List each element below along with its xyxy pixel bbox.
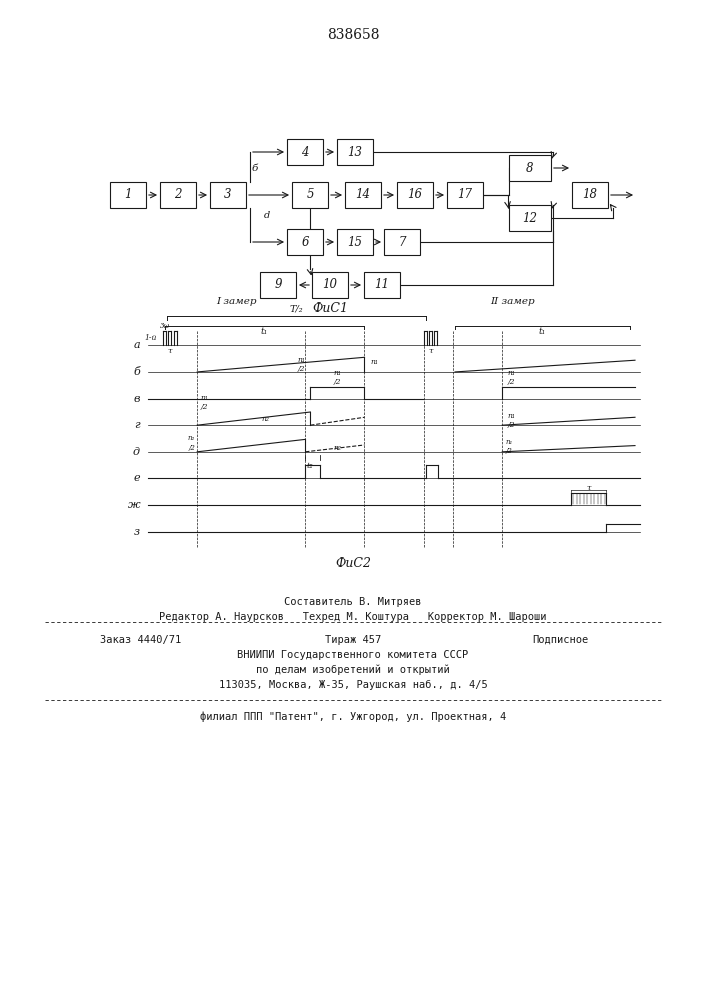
Text: г: г [134, 420, 140, 430]
Text: б: б [133, 367, 140, 377]
Text: 13: 13 [348, 145, 363, 158]
Bar [287, 229, 323, 255]
Text: 12: 12 [522, 212, 537, 225]
Text: Тираж 457: Тираж 457 [325, 635, 381, 645]
Text: 838658: 838658 [327, 28, 379, 42]
Bar [509, 155, 551, 181]
Text: з: з [134, 527, 140, 537]
Text: 9: 9 [274, 278, 282, 292]
Text: Заказ 4440/71: Заказ 4440/71 [100, 635, 181, 645]
Text: 15: 15 [348, 235, 363, 248]
Text: Редактор А. Наурсков   Техред М. Коштура   Корректор М. Шароши: Редактор А. Наурсков Техред М. Коштура К… [159, 612, 547, 622]
Text: 16: 16 [407, 188, 423, 202]
Text: 2: 2 [174, 188, 182, 202]
Text: n₂: n₂ [334, 444, 341, 452]
Text: n₁
/2: n₁ /2 [506, 438, 513, 455]
Text: n₁
/2: n₁ /2 [507, 412, 515, 429]
Bar [260, 272, 296, 298]
Bar [572, 182, 608, 208]
Text: Составитель В. Митряев: Составитель В. Митряев [284, 597, 422, 607]
Text: филиал ППП "Патент", г. Ужгород, ул. Проектная, 4: филиал ППП "Патент", г. Ужгород, ул. Про… [200, 712, 506, 722]
Bar [509, 205, 551, 231]
Text: 7: 7 [398, 235, 406, 248]
Text: t₁: t₁ [539, 327, 546, 336]
Bar [345, 182, 381, 208]
Text: ФиС2: ФиС2 [335, 557, 371, 570]
Bar [160, 182, 196, 208]
Text: n₁
/2: n₁ /2 [334, 369, 341, 386]
Text: n₁
/2: n₁ /2 [507, 369, 515, 386]
Text: n₂: n₂ [262, 415, 269, 423]
Text: 8: 8 [526, 161, 534, 174]
Text: n₁
/2: n₁ /2 [200, 394, 208, 411]
Bar [210, 182, 246, 208]
Text: I замер: I замер [216, 297, 257, 306]
Text: n₁
/2: n₁ /2 [298, 356, 305, 373]
Text: по делам изобретений и открытий: по делам изобретений и открытий [256, 665, 450, 675]
Bar [312, 272, 348, 298]
Text: 3ω: 3ω [160, 322, 170, 330]
Text: 113035, Москва, Ж-35, Раушская наб., д. 4/5: 113035, Москва, Ж-35, Раушская наб., д. … [218, 680, 487, 690]
Bar [384, 229, 420, 255]
Text: Подписное: Подписное [532, 635, 588, 645]
Text: 14: 14 [356, 188, 370, 202]
Text: д: д [133, 447, 140, 457]
Text: 1: 1 [124, 188, 132, 202]
Text: τ: τ [428, 347, 433, 355]
Text: 3: 3 [224, 188, 232, 202]
Bar [397, 182, 433, 208]
Text: a: a [134, 340, 140, 350]
Bar [337, 139, 373, 165]
Text: 10: 10 [322, 278, 337, 292]
Text: τ: τ [586, 484, 590, 492]
Text: τ: τ [168, 347, 172, 355]
Text: t₁: t₁ [261, 327, 268, 336]
Text: 17: 17 [457, 188, 472, 202]
Text: n₁: n₁ [370, 358, 378, 366]
Text: 5: 5 [306, 188, 314, 202]
Text: ж: ж [127, 500, 140, 510]
Text: n₂
/2: n₂ /2 [188, 434, 195, 452]
Text: в: в [134, 394, 140, 404]
Bar [287, 139, 323, 165]
Text: б: б [252, 164, 258, 173]
Bar [110, 182, 146, 208]
Text: ФиС1: ФиС1 [312, 302, 348, 315]
Bar [364, 272, 400, 298]
Text: II замер: II замер [490, 297, 534, 306]
Text: 6: 6 [301, 235, 309, 248]
Text: ВНИИПИ Государственного комитета СССР: ВНИИПИ Государственного комитета СССР [238, 650, 469, 660]
Text: T/₂: T/₂ [289, 305, 303, 314]
Text: 1-й: 1-й [144, 334, 157, 342]
Text: 18: 18 [583, 188, 597, 202]
Bar [447, 182, 483, 208]
Bar [292, 182, 328, 208]
Text: 11: 11 [375, 278, 390, 292]
Text: е: е [134, 473, 140, 483]
Text: d: d [264, 211, 270, 220]
Text: t₂: t₂ [307, 462, 314, 470]
Text: 4: 4 [301, 145, 309, 158]
Bar [337, 229, 373, 255]
